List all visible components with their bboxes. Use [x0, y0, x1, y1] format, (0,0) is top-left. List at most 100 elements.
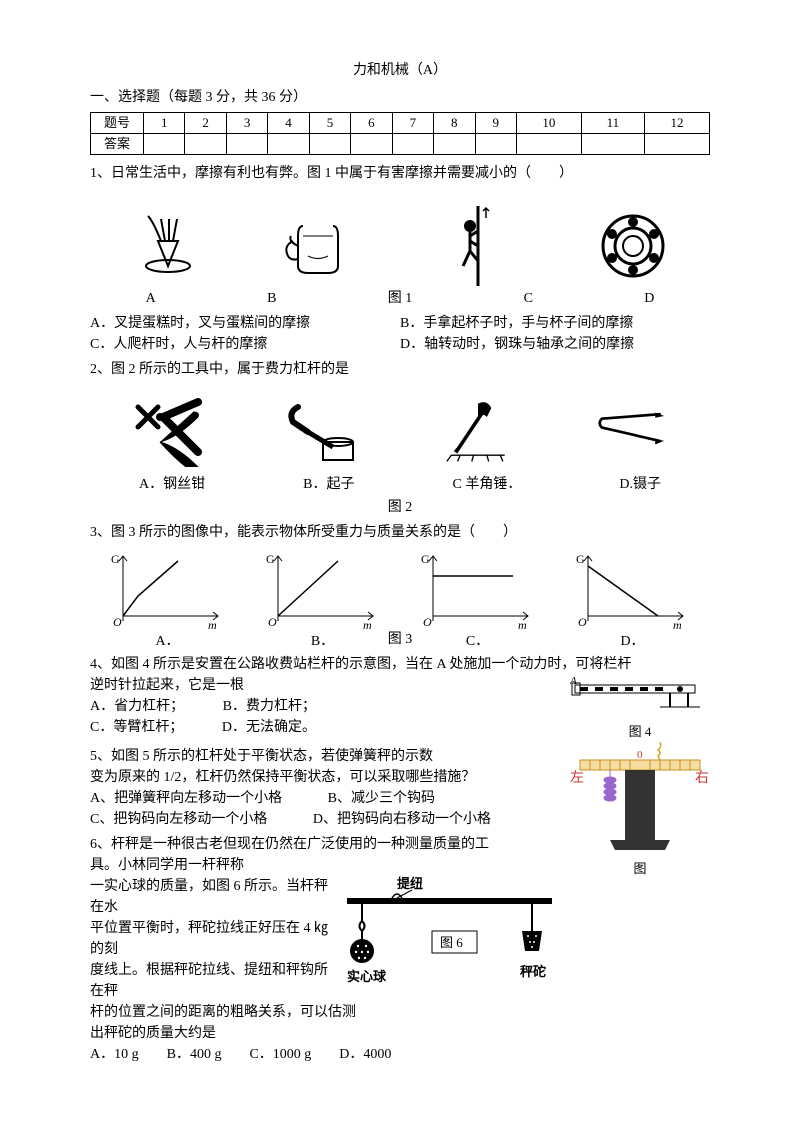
hammer-icon [438, 392, 518, 472]
climb-pole-icon [438, 206, 518, 286]
fig-caption: 图 1 [388, 288, 413, 309]
q6-line5: 出秤砣的质量大约是 [90, 1023, 710, 1044]
table-cell [434, 134, 475, 155]
q4-optB: B．费力杠杆； [223, 699, 316, 714]
svg-text:m: m [208, 618, 217, 631]
page-title: 力和机械（A） [90, 60, 710, 81]
svg-text:左: 左 [570, 770, 584, 786]
q5-optD: D、把钩码向右移动一个小格 [313, 812, 491, 827]
chart-label: A． [108, 631, 228, 652]
chart-label: B． [263, 631, 383, 652]
table-rowhdr: 题号 [91, 113, 144, 134]
q1-optB: B．手拿起杯子时，手与杯子间的摩擦 [400, 313, 710, 334]
q3-charts: GmO A． GmO B． GmO C． GmO D． [90, 551, 710, 631]
table-cell [392, 134, 433, 155]
svg-text:G: G [421, 552, 430, 566]
table-cell: 11 [581, 113, 644, 134]
svg-text:G: G [576, 552, 585, 566]
svg-text:m: m [673, 618, 682, 631]
table-cell [309, 134, 350, 155]
table-cell: 9 [475, 113, 516, 134]
svg-text:O: O [113, 615, 122, 629]
chart-B: GmO B． [263, 551, 383, 631]
table-cell: 8 [434, 113, 475, 134]
svg-text:A: A [570, 675, 577, 687]
answer-table: 题号 1 2 3 4 5 6 7 8 9 10 11 12 答案 [90, 112, 710, 155]
q2-optD: D.镊子 [619, 474, 661, 495]
q3-stem: 3、图 3 所示的图像中，能表示物体所受重力与质量关系的是（ ） [90, 522, 710, 543]
q4-stem1: 4、如图 4 所示是安置在公路收费站栏杆的示意图，当在 A 处施加一个动力时，可… [90, 654, 710, 675]
table-cell: 12 [645, 113, 710, 134]
q5-optB: B、减少三个钩码 [328, 791, 435, 806]
fig-caption: 图 4 [570, 722, 710, 742]
svg-text:秤砣: 秤砣 [520, 964, 546, 979]
q1-optD: D．轴转动时，钢珠与轴承之间的摩擦 [400, 334, 710, 355]
hand-cup-icon [283, 206, 363, 286]
table-cell: 10 [516, 113, 581, 134]
table-cell [144, 134, 185, 155]
q1-optA: A．叉提蛋糕时，叉与蛋糕间的摩擦 [90, 313, 400, 334]
q2-figures [90, 392, 710, 472]
table-cell: 7 [392, 113, 433, 134]
fig-caption: 图 [570, 859, 710, 879]
table-cell: 6 [351, 113, 392, 134]
table-cell [185, 134, 226, 155]
q4-optC: C．等臂杠杆； [90, 720, 176, 735]
table-cell [351, 134, 392, 155]
svg-text:右: 右 [695, 770, 709, 786]
table-cell [268, 134, 309, 155]
table-cell [645, 134, 710, 155]
table-cell: 4 [268, 113, 309, 134]
chart-C: GmO C． [418, 551, 538, 631]
q5-optC: C、把钩码向左移动一个小格 [90, 812, 267, 827]
pliers-icon [128, 392, 208, 472]
table-cell: 5 [309, 113, 350, 134]
q2-optB: B．起子 [303, 474, 354, 495]
chart-label: C． [418, 631, 538, 652]
q1-stem: 1、日常生活中，摩擦有利也有弊。图 1 中属于有害摩擦并需要减小的（ ） [90, 163, 710, 184]
table-cell [581, 134, 644, 155]
svg-text:实心球: 实心球 [347, 969, 387, 984]
q2-labels: A．钢丝钳 B．起子 C 羊角锤． D.镊子 [90, 474, 710, 495]
svg-text:0: 0 [637, 749, 643, 761]
bearing-icon [593, 206, 673, 286]
svg-text:G: G [111, 552, 120, 566]
q1-labels: A B 图 1 C D [90, 288, 710, 309]
table-cell [226, 134, 267, 155]
table-cell: 2 [185, 113, 226, 134]
table-rowhdr: 答案 [91, 134, 144, 155]
opt-label: A [146, 288, 156, 309]
table-cell: 3 [226, 113, 267, 134]
svg-text:O: O [268, 615, 277, 629]
fork-cake-icon [128, 206, 208, 286]
q1-optC: C．人爬杆时，人与杆的摩擦 [90, 334, 400, 355]
fig4: A 图 4 [570, 675, 710, 742]
table-cell [475, 134, 516, 155]
opt-label: D [644, 288, 654, 309]
q2-stem: 2、图 2 所示的工具中，属于费力杠杆的是 [90, 359, 710, 380]
fig5: 0 左 右 图 [570, 742, 710, 879]
q2-optA: A．钢丝钳 [139, 474, 205, 495]
q1-figures [90, 196, 710, 286]
fig6: 提纽 实心球 秤砣 图 6 [342, 876, 562, 993]
chart-label: D． [573, 631, 693, 652]
table-cell [516, 134, 581, 155]
q6-opts: A．10 g B．400 g C．1000 g D．4000 [90, 1044, 710, 1065]
opener-icon [283, 392, 363, 472]
svg-text:O: O [423, 615, 432, 629]
q5-optA: A、把弹簧秤向左移动一个小格 [90, 791, 282, 806]
svg-text:m: m [363, 618, 372, 631]
fig-caption: 图 2 [90, 497, 710, 518]
q4-optA: A．省力杠杆； [90, 699, 177, 714]
svg-text:提纽: 提纽 [397, 876, 423, 891]
svg-text:G: G [266, 552, 275, 566]
section-heading: 一、选择题（每题 3 分，共 36 分） [90, 87, 710, 108]
svg-text:图 6: 图 6 [440, 935, 463, 950]
svg-text:m: m [518, 618, 527, 631]
q4-optD: D．无法确定。 [222, 720, 316, 735]
q2-optC: C 羊角锤． [453, 474, 522, 495]
opt-label: C [524, 288, 533, 309]
q6-line4: 杆的位置之间的距离的粗略关系，可以估测 [90, 1002, 710, 1023]
chart-A: GmO A． [108, 551, 228, 631]
svg-text:O: O [578, 615, 587, 629]
